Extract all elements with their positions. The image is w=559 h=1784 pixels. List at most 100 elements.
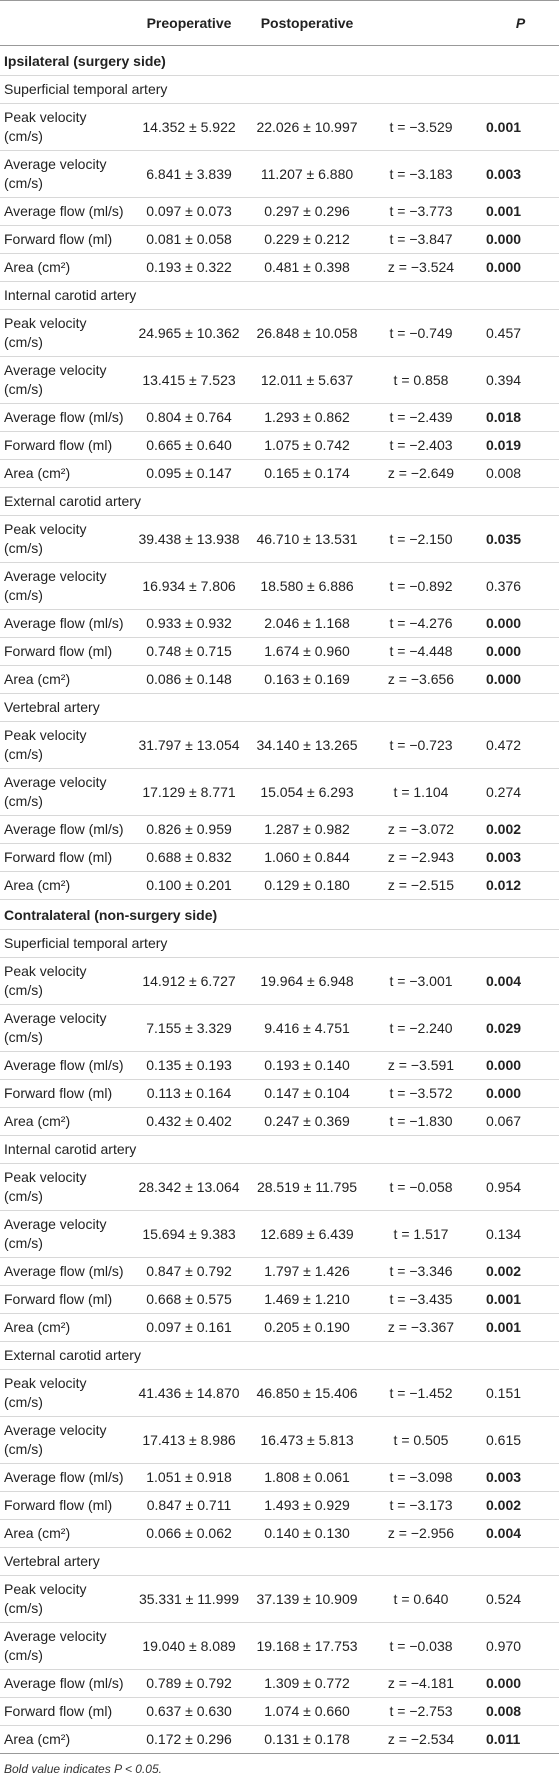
cell: 0.008: [476, 459, 559, 488]
data-row: Area (cm²) 0.095 ± 0.147 0.165 ± 0.174 z = …: [0, 459, 559, 488]
cell: 0.097 ± 0.073: [130, 197, 248, 226]
cell: z = −3.524: [366, 253, 476, 282]
cell: 24.965 ± 10.362: [130, 309, 248, 357]
group-title: Vertebral artery: [0, 693, 559, 722]
cell: 0.826 ± 0.959: [130, 815, 248, 844]
cell: 46.710 ± 13.531: [248, 515, 366, 563]
cell: 0.129 ± 0.180: [248, 871, 366, 900]
cell: 14.912 ± 6.727: [130, 957, 248, 1005]
cell: 0.100 ± 0.201: [130, 871, 248, 900]
cell: t = −3.183: [366, 150, 476, 198]
data-row: Peak velocity (cm/s) 14.912 ± 6.727 19.964…: [0, 957, 559, 1005]
cell: 1.808 ± 0.061: [248, 1463, 366, 1492]
cell: 1.797 ± 1.426: [248, 1257, 366, 1286]
cell: Average velocity (cm/s): [0, 768, 130, 816]
cell: 0.000: [476, 609, 559, 638]
data-row: Average flow (ml/s) 0.804 ± 0.764 1.293 ± …: [0, 403, 559, 432]
cell: Average flow (ml/s): [0, 197, 130, 226]
group-row: Superficial temporal artery: [0, 75, 559, 104]
cell: 0.172 ± 0.296: [130, 1725, 248, 1754]
cell: 0.457: [476, 309, 559, 357]
section-title: Ipsilateral (surgery side): [0, 45, 559, 76]
cell: Area (cm²): [0, 459, 130, 488]
cell: 15.054 ± 6.293: [248, 768, 366, 816]
cell: 7.155 ± 3.329: [130, 1004, 248, 1052]
cell: 19.964 ± 6.948: [248, 957, 366, 1005]
header-cell: [366, 0, 476, 46]
cell: 1.293 ± 0.862: [248, 403, 366, 432]
cell: 1.074 ± 0.660: [248, 1697, 366, 1726]
cell: 0.003: [476, 1463, 559, 1492]
cell: 0.004: [476, 957, 559, 1005]
cell: Average velocity (cm/s): [0, 1004, 130, 1052]
cell: 0.970: [476, 1622, 559, 1670]
cell: Area (cm²): [0, 1313, 130, 1342]
cell: 0.001: [476, 103, 559, 151]
cell: 1.051 ± 0.918: [130, 1463, 248, 1492]
cell: Area (cm²): [0, 665, 130, 694]
cell: 1.060 ± 0.844: [248, 843, 366, 872]
cell: 0.524: [476, 1575, 559, 1623]
data-row: Average velocity (cm/s) 7.155 ± 3.329 9.41…: [0, 1004, 559, 1052]
cell: z = −2.534: [366, 1725, 476, 1754]
cell: z = −2.515: [366, 871, 476, 900]
data-row: Forward flow (ml) 0.688 ± 0.832 1.060 ± 0.…: [0, 843, 559, 872]
cell: z = −2.943: [366, 843, 476, 872]
cell: 16.473 ± 5.813: [248, 1416, 366, 1464]
cell: 0.637 ± 0.630: [130, 1697, 248, 1726]
group-title: External carotid artery: [0, 1341, 559, 1370]
cell: 0.432 ± 0.402: [130, 1107, 248, 1136]
cell: Forward flow (ml): [0, 1491, 130, 1520]
cell: 39.438 ± 13.938: [130, 515, 248, 563]
data-row: Average velocity (cm/s) 15.694 ± 9.383 12.…: [0, 1210, 559, 1258]
data-row: Average flow (ml/s) 0.826 ± 0.959 1.287 ± …: [0, 815, 559, 844]
section-row: Ipsilateral (surgery side): [0, 45, 559, 76]
cell: 0.665 ± 0.640: [130, 431, 248, 460]
data-row: Area (cm²) 0.066 ± 0.062 0.140 ± 0.130 z = …: [0, 1519, 559, 1548]
cell: 0.067: [476, 1107, 559, 1136]
cell: t = −1.452: [366, 1369, 476, 1417]
cell: t = −1.830: [366, 1107, 476, 1136]
data-row: Average velocity (cm/s) 17.129 ± 8.771 15.…: [0, 768, 559, 816]
cell: 0.081 ± 0.058: [130, 225, 248, 254]
cell: 19.168 ± 17.753: [248, 1622, 366, 1670]
cell: 0.002: [476, 1491, 559, 1520]
cell: Forward flow (ml): [0, 225, 130, 254]
cell: 16.934 ± 7.806: [130, 562, 248, 610]
group-row: Internal carotid artery: [0, 281, 559, 310]
data-row: Area (cm²) 0.086 ± 0.148 0.163 ± 0.169 z = …: [0, 665, 559, 694]
cell: 0.097 ± 0.161: [130, 1313, 248, 1342]
cell: 2.046 ± 1.168: [248, 609, 366, 638]
cell: 28.519 ± 11.795: [248, 1163, 366, 1211]
cell: 0.135 ± 0.193: [130, 1051, 248, 1080]
group-title: Internal carotid artery: [0, 1135, 559, 1164]
cell: Average flow (ml/s): [0, 609, 130, 638]
data-row: Forward flow (ml) 0.847 ± 0.711 1.493 ± 0.…: [0, 1491, 559, 1520]
cell: 0.018: [476, 403, 559, 432]
data-row: Forward flow (ml) 0.113 ± 0.164 0.147 ± 0.…: [0, 1079, 559, 1108]
cell: 0.789 ± 0.792: [130, 1669, 248, 1698]
data-row: Average flow (ml/s) 0.135 ± 0.193 0.193 ± …: [0, 1051, 559, 1080]
cell: Area (cm²): [0, 253, 130, 282]
data-row: Forward flow (ml) 0.748 ± 0.715 1.674 ± 0.…: [0, 637, 559, 666]
data-row: Area (cm²) 0.193 ± 0.322 0.481 ± 0.398 z = …: [0, 253, 559, 282]
cell: 9.416 ± 4.751: [248, 1004, 366, 1052]
cell: 6.841 ± 3.839: [130, 150, 248, 198]
cell: Average flow (ml/s): [0, 1051, 130, 1080]
cell: t = 0.858: [366, 356, 476, 404]
cell: 0.847 ± 0.792: [130, 1257, 248, 1286]
cell: Forward flow (ml): [0, 431, 130, 460]
cell: 26.848 ± 10.058: [248, 309, 366, 357]
cell: 0.134: [476, 1210, 559, 1258]
cell: t = −2.150: [366, 515, 476, 563]
cell: 0.165 ± 0.174: [248, 459, 366, 488]
cell: 0.205 ± 0.190: [248, 1313, 366, 1342]
data-row: Average flow (ml/s) 0.097 ± 0.073 0.297 ± …: [0, 197, 559, 226]
cell: Peak velocity (cm/s): [0, 309, 130, 357]
cell: z = −3.072: [366, 815, 476, 844]
cell: 0.066 ± 0.062: [130, 1519, 248, 1548]
cell: 0.086 ± 0.148: [130, 665, 248, 694]
cell: Forward flow (ml): [0, 637, 130, 666]
cell: 0.297 ± 0.296: [248, 197, 366, 226]
cell: Peak velocity (cm/s): [0, 103, 130, 151]
